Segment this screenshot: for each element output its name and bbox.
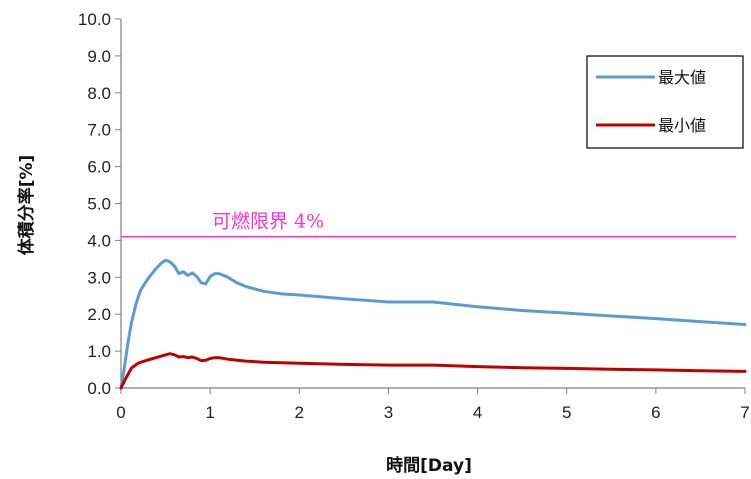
y-tick-label: 2.0 <box>87 305 111 324</box>
y-axis: 0.0 1.0 2.0 3.0 4.0 5.0 6.0 7.0 8.0 9.0 10.0 <box>78 10 121 398</box>
legend: 最大値 最小値 <box>586 55 744 149</box>
flammability-limit-label: 可燃限界 4% <box>212 211 324 233</box>
x-axis: 0 1 2 3 4 5 6 7 <box>116 388 750 422</box>
y-tick-label: 8.0 <box>87 84 111 103</box>
x-tick-label: 5 <box>562 403 571 422</box>
x-tick-label: 1 <box>205 403 214 422</box>
y-tick-label: 5.0 <box>87 195 111 214</box>
x-tick-label: 7 <box>740 403 749 422</box>
x-axis-label: 時間[Day] <box>386 455 472 476</box>
x-tick-label: 0 <box>116 403 125 422</box>
x-tick-label: 3 <box>384 403 393 422</box>
series-layer <box>119 258 747 390</box>
y-tick-label: 10.0 <box>78 10 111 29</box>
series-line-min <box>119 352 747 390</box>
y-tick-label: 3.0 <box>87 268 111 287</box>
y-tick-label: 6.0 <box>87 158 111 177</box>
y-tick-label: 7.0 <box>87 121 111 140</box>
legend-label-max: 最大値 <box>658 68 706 87</box>
x-tick-label: 4 <box>473 403 482 422</box>
series-line-max <box>119 258 747 390</box>
y-tick-label: 9.0 <box>87 47 111 66</box>
x-tick-label: 6 <box>651 403 660 422</box>
legend-label-min: 最小値 <box>658 116 706 135</box>
y-tick-label: 0.0 <box>87 379 111 398</box>
annotation-layer: 可燃限界 4% <box>121 211 737 238</box>
legend-box <box>586 55 744 149</box>
y-tick-label: 4.0 <box>87 231 111 250</box>
y-axis-label: 体積分率[%] <box>16 155 37 256</box>
x-tick-label: 2 <box>295 403 304 422</box>
y-tick-label: 1.0 <box>87 342 111 361</box>
